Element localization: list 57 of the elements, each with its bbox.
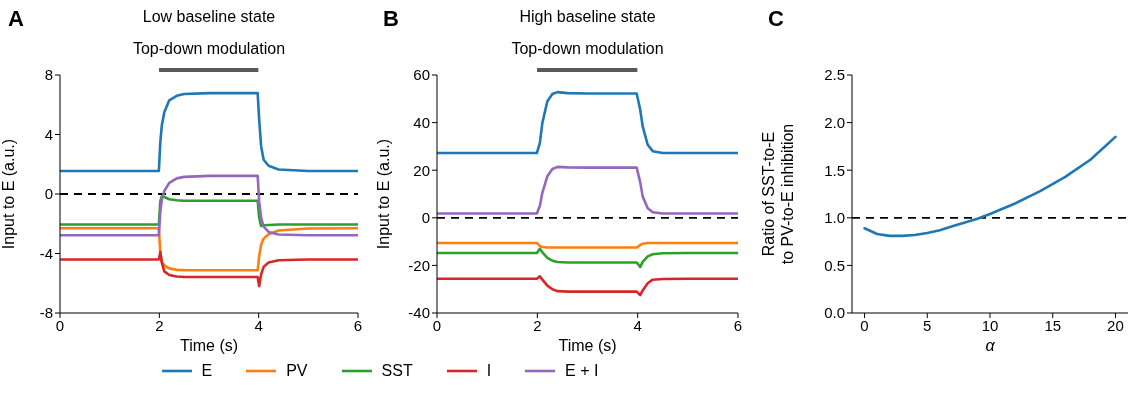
- line-series: [60, 174, 358, 237]
- y-tick-label: 2.0: [824, 113, 845, 131]
- x-tick-label: 0: [432, 316, 442, 334]
- y-axis-title: Ratio of SST-to-E to PV-to-E inhibition: [760, 123, 796, 265]
- line-series: [863, 135, 1117, 238]
- y-tick-label: 20: [413, 161, 430, 179]
- x-tick-label: 5: [923, 316, 932, 334]
- line-series: [60, 226, 358, 272]
- text: B: [383, 6, 399, 32]
- x-tick-label: 4: [633, 316, 642, 334]
- x-tick-label: 0: [55, 316, 65, 334]
- y-tick-label: 0: [421, 209, 430, 227]
- y-tick-label: 8: [44, 66, 53, 84]
- text: A: [8, 6, 24, 32]
- line-series: [437, 165, 738, 215]
- chart-subtitle: Top-down modulation: [131, 40, 287, 58]
- line-series: [60, 91, 358, 173]
- y-axis-title: Input to E (a.u.): [0, 138, 17, 250]
- chart-subtitle: Top-down modulation: [510, 40, 665, 58]
- x-axis-title: Time (s): [179, 337, 239, 354]
- y-tick-label: -20: [408, 256, 430, 274]
- y-tick-label: 4: [44, 125, 53, 143]
- legend-label: PV: [286, 362, 308, 380]
- y-axis-title: Input to E (a.u.): [375, 138, 392, 250]
- x-tick-label: 15: [1044, 316, 1062, 334]
- y-tick-label: 0.0: [824, 304, 845, 322]
- y-tick-label: 60: [413, 66, 430, 84]
- y-tick-label: -40: [408, 304, 430, 322]
- y-tick-label: 40: [413, 113, 430, 131]
- text: C: [768, 6, 784, 32]
- x-tick-label: 6: [733, 316, 743, 334]
- x-axis-title: Time (s): [558, 337, 617, 354]
- y-tick-label: -8: [39, 304, 53, 322]
- x-tick-label: 6: [353, 316, 363, 334]
- x-tick-label: 20: [1107, 316, 1124, 334]
- x-tick-label: 2: [155, 316, 164, 334]
- legend-label: E + I: [565, 362, 599, 380]
- chart-title: High baseline state: [518, 8, 657, 26]
- line-series: [437, 275, 738, 297]
- x-tick-label: 2: [533, 316, 542, 334]
- x-tick-label: 0: [860, 316, 869, 334]
- line-series: [437, 247, 738, 269]
- line-series: [60, 250, 358, 288]
- y-tick-label: 0: [44, 185, 53, 203]
- y-tick-label: 2.5: [824, 66, 845, 84]
- y-tick-label: 0.5: [824, 256, 845, 274]
- x-axis-title: α: [985, 337, 996, 354]
- y-tick-label: 1.0: [824, 209, 845, 227]
- x-tick-label: 10: [981, 316, 999, 334]
- legend-label: E: [201, 362, 213, 380]
- legend-label: I: [486, 362, 492, 380]
- y-tick-label: 1.5: [824, 161, 845, 179]
- y-tick-label: -4: [39, 244, 53, 262]
- x-tick-label: 4: [254, 316, 263, 334]
- legend-label: SST: [381, 362, 413, 380]
- line-series: [437, 90, 738, 155]
- chart-title: Low baseline state: [141, 8, 277, 26]
